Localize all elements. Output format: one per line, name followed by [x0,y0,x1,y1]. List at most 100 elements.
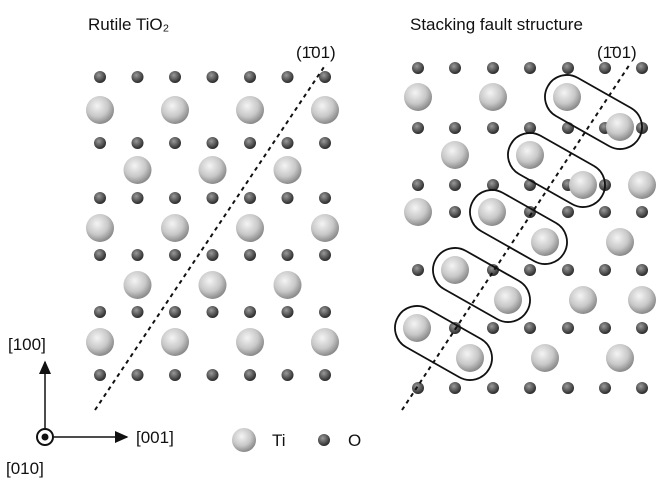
o-atom [449,179,461,191]
o-atom [282,369,294,381]
o-atom [94,306,106,318]
ti-atom [124,271,152,299]
panel-title: Stacking fault structure [410,15,583,34]
ti-atom [479,83,507,111]
o-atom [244,249,256,261]
ti-atom [86,328,114,356]
ti-atom [478,198,506,226]
o-atom [487,382,499,394]
o-atom [282,137,294,149]
o-atom [449,382,461,394]
ti-atom [516,141,544,169]
o-atom [599,322,611,334]
legend-o [318,434,330,446]
plane-line [402,64,630,410]
o-atom [94,249,106,261]
o-atom [244,71,256,83]
ti-atom [569,286,597,314]
o-atom [412,179,424,191]
o-atom [319,137,331,149]
o-atom [207,192,219,204]
o-atom [94,192,106,204]
axis-out-dot [42,434,49,441]
o-atom [524,322,536,334]
o-atom [524,264,536,276]
o-atom [207,71,219,83]
o-atom [169,249,181,261]
ti-atom [124,156,152,184]
o-atom [169,306,181,318]
ti-atom [606,113,634,141]
o-atom [94,137,106,149]
o-atom [169,369,181,381]
o-atom [319,71,331,83]
o-atom [636,62,648,74]
o-atom [244,369,256,381]
plane-line [95,64,326,410]
o-atom [562,322,574,334]
ti-atom [403,314,431,342]
o-atom [412,264,424,276]
o-atom [412,62,424,74]
ti-atom [606,344,634,372]
o-atom [562,62,574,74]
o-atom [599,264,611,276]
o-atom [449,122,461,134]
o-atom [282,192,294,204]
ti-atom [236,96,264,124]
o-atom [207,137,219,149]
ti-atom [161,328,189,356]
o-atom [412,122,424,134]
legend-label: Ti [272,431,286,450]
o-atom [319,192,331,204]
figure: Rutile TiO₂ (1̄01) Stacking fault struct… [0,0,667,484]
o-atom [562,382,574,394]
legend-label: O [348,431,361,450]
ti-atom [161,214,189,242]
ti-atom [628,286,656,314]
ti-atom [236,214,264,242]
ti-atom [161,96,189,124]
o-atom [599,206,611,218]
o-atom [487,322,499,334]
o-atom [319,369,331,381]
o-atom [132,306,144,318]
ti-atom [553,83,581,111]
ti-atom [569,171,597,199]
o-atom [132,369,144,381]
ti-atom [404,198,432,226]
o-atom [636,322,648,334]
o-atom [599,382,611,394]
ti-atom [311,328,339,356]
o-atom [132,137,144,149]
ti-atom [311,214,339,242]
axis-label: [001] [136,428,174,447]
o-atom [282,71,294,83]
ti-atom [404,83,432,111]
panel-title: Rutile TiO₂ [88,15,169,34]
o-atom [132,71,144,83]
o-atom [449,62,461,74]
ti-atom [531,228,559,256]
o-atom [319,306,331,318]
ti-atom [606,228,634,256]
o-atom [94,71,106,83]
o-atom [244,192,256,204]
o-atom [244,306,256,318]
o-atom [132,249,144,261]
o-atom [169,192,181,204]
ti-atom [628,171,656,199]
o-atom [562,264,574,276]
axis-label: [010] [6,459,44,478]
plane-label: (1̄01) [296,43,336,62]
o-atom [132,192,144,204]
ti-atom [456,344,484,372]
o-atom [599,62,611,74]
ti-atom [199,156,227,184]
ti-atom [494,286,522,314]
ti-atom [199,271,227,299]
o-atom [207,369,219,381]
o-atom [562,206,574,218]
o-atom [169,137,181,149]
ti-atom [274,271,302,299]
